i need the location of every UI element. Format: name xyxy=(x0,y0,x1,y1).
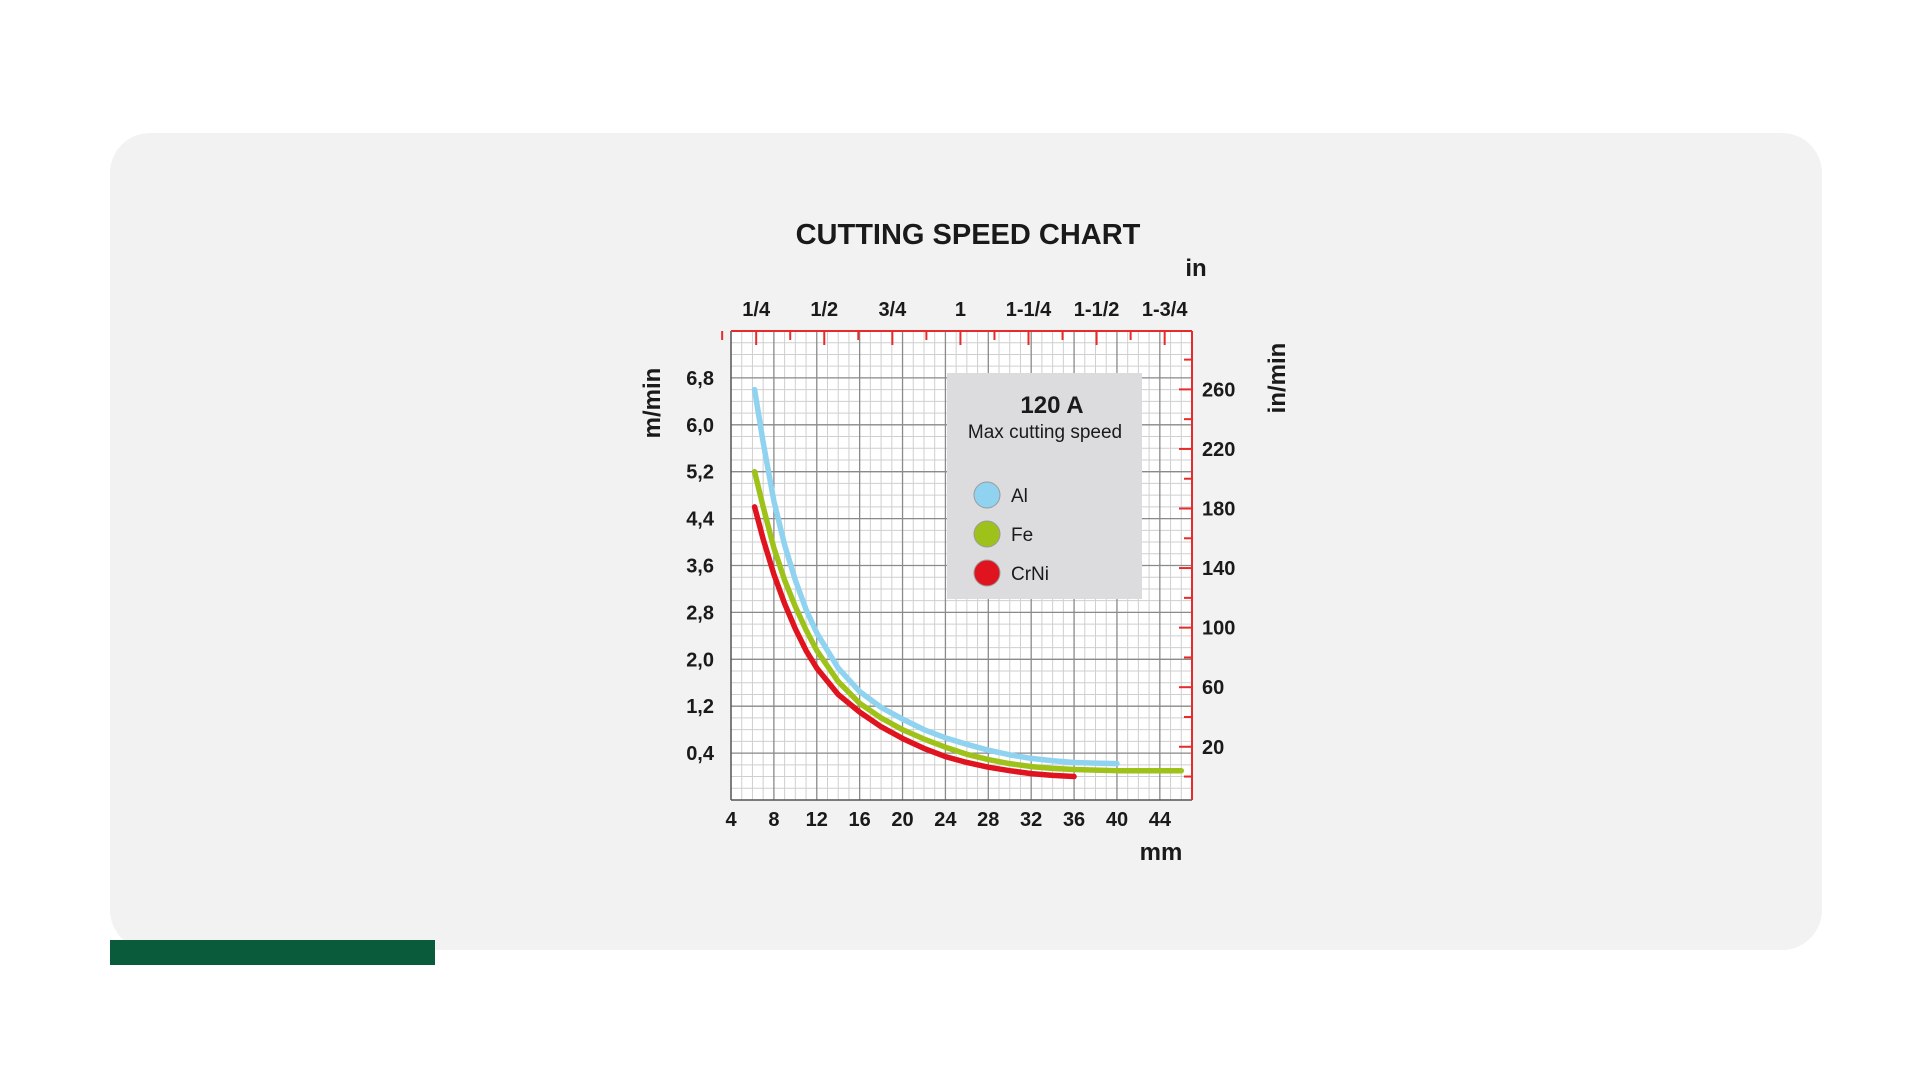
top-tick-label: 1-1/2 xyxy=(1074,299,1120,321)
legend-title: 120 A xyxy=(1020,392,1083,419)
x-tick-label: 36 xyxy=(1063,809,1085,831)
right-tick-label: 180 xyxy=(1202,499,1235,521)
chart-title: CUTTING SPEED CHART xyxy=(796,219,1141,251)
top-tick-label: 1/4 xyxy=(742,299,771,321)
right-tick-label: 60 xyxy=(1202,677,1224,699)
x-tick-label: 8 xyxy=(768,809,779,831)
legend-label-al: Al xyxy=(1011,486,1028,507)
y-tick-label: 2,0 xyxy=(686,649,714,671)
x-tick-label: 24 xyxy=(934,809,957,831)
legend-swatch-crni xyxy=(973,559,1001,587)
legend-items: Al Fe CrNi xyxy=(973,481,1049,587)
y-tick-label: 6,8 xyxy=(686,368,714,390)
y-axis-label: m/min xyxy=(639,368,666,439)
y-tick-label: 4,4 xyxy=(686,509,715,531)
y-tick-label: 1,2 xyxy=(686,696,714,718)
x-tick-label: 40 xyxy=(1106,809,1128,831)
right-tick-label: 100 xyxy=(1202,618,1235,640)
legend-subtitle: Max cutting speed xyxy=(968,422,1122,443)
accent-bar xyxy=(110,940,435,965)
top-tick-label: 3/4 xyxy=(878,299,907,321)
right-axis-unit: in/min xyxy=(1264,343,1291,414)
legend: 120 A Max cutting speed Al Fe CrNi xyxy=(947,373,1142,599)
series-line-al xyxy=(751,386,1120,767)
top-tick-label: 1 xyxy=(955,299,966,321)
series-line-fe xyxy=(751,468,1185,774)
y-tick-label: 0,4 xyxy=(686,743,715,765)
top-tick-label: 1-1/4 xyxy=(1006,299,1052,321)
top-tick-label: 1/2 xyxy=(810,299,838,321)
legend-swatch-al xyxy=(973,481,1001,509)
x-tick-label: 44 xyxy=(1149,809,1172,831)
legend-label-fe: Fe xyxy=(1011,525,1033,546)
y-tick-label: 5,2 xyxy=(686,462,714,484)
top-tick-label: 1-3/4 xyxy=(1142,299,1188,321)
right-tick-label: 220 xyxy=(1202,439,1235,461)
x-tick-label: 16 xyxy=(849,809,871,831)
series-line-crni xyxy=(751,504,1077,780)
x-axis-label: mm xyxy=(1140,839,1183,866)
right-tick-label: 260 xyxy=(1202,379,1235,401)
top-axis-unit: in xyxy=(1185,255,1206,282)
right-tick-label: 20 xyxy=(1202,737,1224,759)
x-tick-label: 32 xyxy=(1020,809,1042,831)
y-tick-label: 6,0 xyxy=(686,415,714,437)
y-tick-label: 3,6 xyxy=(686,556,714,578)
x-tick-label: 28 xyxy=(977,809,999,831)
x-tick-label: 4 xyxy=(725,809,737,831)
y-tick-label: 2,8 xyxy=(686,602,714,624)
legend-swatch-fe xyxy=(973,520,1001,548)
legend-label-crni: CrNi xyxy=(1011,564,1049,585)
x-tick-label: 20 xyxy=(891,809,913,831)
x-tick-label: 12 xyxy=(806,809,828,831)
right-tick-label: 140 xyxy=(1202,558,1235,580)
